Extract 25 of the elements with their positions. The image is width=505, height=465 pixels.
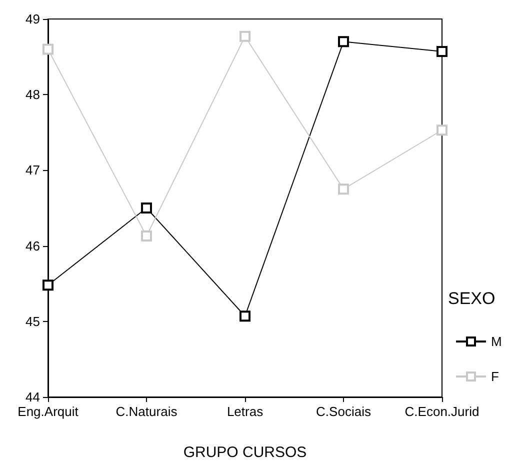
- point: [240, 30, 250, 42]
- y-tick-label: 44: [26, 390, 40, 404]
- y-tick-label: 45: [26, 314, 40, 329]
- x-axis-title: GRUPO CURSOS: [183, 444, 307, 461]
- legend-label: M: [491, 334, 502, 349]
- y-tick-label: 49: [26, 12, 40, 26]
- point: [338, 184, 349, 195]
- x-tick-label: Letras: [226, 404, 264, 419]
- x-tick-label: C.Sociais: [316, 404, 372, 419]
- point: [42, 280, 54, 291]
- point: [436, 46, 448, 58]
- point: [141, 230, 152, 242]
- x-tick-label: Eng.Arquit: [18, 404, 79, 419]
- y-tick-label: 48: [26, 87, 40, 102]
- point: [240, 310, 250, 322]
- x-tick-label: C.Econ.Jurid: [404, 404, 480, 419]
- point: [338, 36, 349, 48]
- point: [436, 124, 448, 136]
- point: [42, 44, 54, 55]
- point: [141, 202, 152, 214]
- x-tick-label: C.Naturais: [116, 404, 178, 419]
- legend-title: SEXO: [448, 289, 496, 308]
- legend-label: F: [491, 369, 499, 384]
- y-tick-label: 46: [26, 238, 40, 254]
- y-tick-label: 47: [26, 162, 40, 178]
